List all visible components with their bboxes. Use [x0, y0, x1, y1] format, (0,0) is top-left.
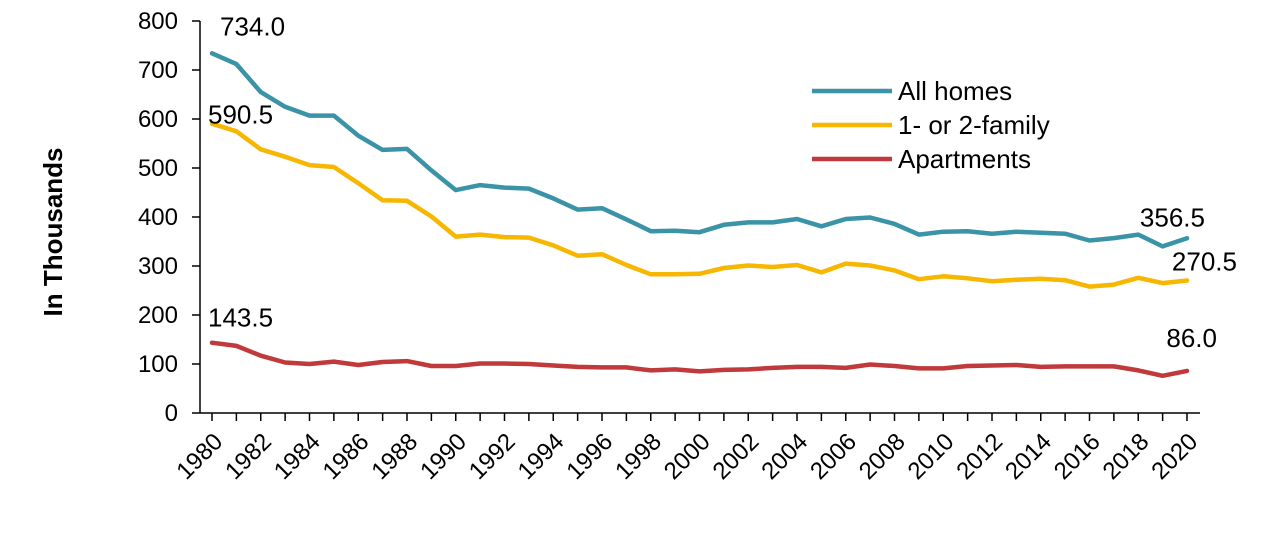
x-tick-label: 1986 — [318, 428, 375, 485]
x-tick-label: 1982 — [220, 428, 277, 485]
y-tick-label: 100 — [138, 351, 178, 378]
x-tick-label: 2020 — [1146, 428, 1203, 485]
data-label-end: 356.5 — [1140, 202, 1205, 232]
x-tick-label: 2008 — [854, 428, 911, 485]
y-tick-label: 700 — [138, 57, 178, 84]
x-tick-label: 1990 — [415, 428, 472, 485]
x-tick-label: 1998 — [610, 428, 667, 485]
x-tick-label: 2012 — [951, 428, 1008, 485]
legend-label: 1- or 2-family — [898, 110, 1050, 140]
x-tick-label: 1994 — [513, 428, 570, 485]
legend-label: Apartments — [898, 144, 1031, 174]
x-tick-label: 1980 — [171, 428, 228, 485]
x-tick-label: 2004 — [756, 428, 813, 485]
y-tick-label: 500 — [138, 155, 178, 182]
series-line-1-or-2-family — [209, 121, 1190, 289]
y-tick-label: 300 — [138, 253, 178, 280]
axes: 0100200300400500600700800198019821984198… — [138, 8, 1203, 485]
y-axis-label: In Thousands — [38, 148, 68, 317]
data-label-start: 590.5 — [208, 100, 273, 130]
data-label-end: 270.5 — [1172, 246, 1237, 276]
y-tick-label: 200 — [138, 302, 178, 329]
x-tick-label: 1992 — [464, 428, 521, 485]
x-tick-label: 1984 — [269, 428, 326, 485]
x-tick-label: 1996 — [561, 428, 618, 485]
x-tick-label: 1988 — [366, 428, 423, 485]
series-line-all-homes — [209, 51, 1190, 249]
x-tick-label: 2014 — [1000, 428, 1057, 485]
y-tick-label: 0 — [165, 400, 178, 427]
legend-label: All homes — [898, 76, 1012, 106]
x-tick-label: 2018 — [1098, 428, 1155, 485]
x-tick-label: 2000 — [659, 428, 716, 485]
series-lines — [209, 51, 1190, 379]
y-tick-label: 800 — [138, 8, 178, 35]
y-tick-label: 400 — [138, 204, 178, 231]
series-line-apartments — [209, 340, 1190, 379]
data-label-end: 86.0 — [1166, 323, 1217, 353]
data-labels: 734.0 590.5 143.5 356.5 270.5 86.0 — [208, 11, 1237, 353]
legend: All homes 1- or 2-family Apartments — [812, 76, 1050, 174]
data-label-start: 734.0 — [220, 11, 285, 41]
y-tick-label: 600 — [138, 106, 178, 133]
x-tick-label: 2006 — [805, 428, 862, 485]
x-tick-label: 2010 — [903, 428, 960, 485]
x-tick-label: 2002 — [708, 428, 765, 485]
x-tick-label: 2016 — [1049, 428, 1106, 485]
data-label-start: 143.5 — [208, 303, 273, 333]
